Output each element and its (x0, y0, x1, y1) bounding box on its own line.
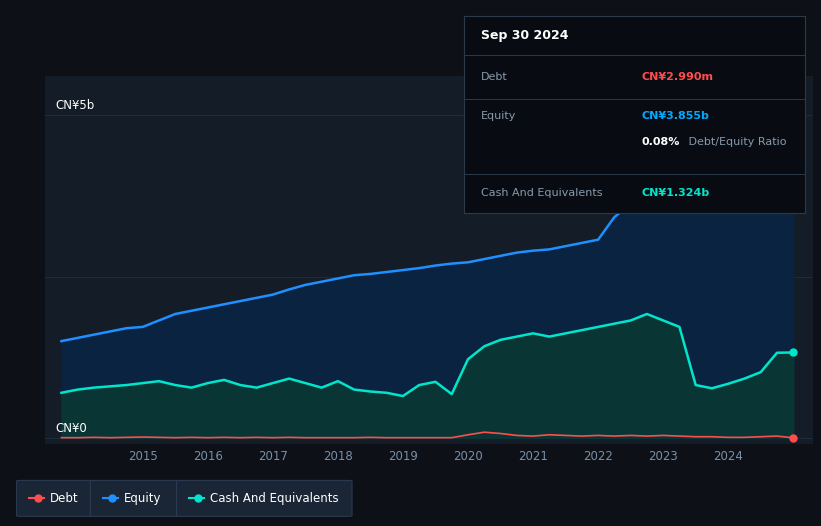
Text: CN¥5b: CN¥5b (55, 99, 94, 112)
Text: CN¥1.324b: CN¥1.324b (641, 188, 709, 198)
Text: Cash And Equivalents: Cash And Equivalents (481, 188, 603, 198)
Text: Debt: Debt (50, 492, 79, 505)
FancyBboxPatch shape (90, 480, 183, 517)
Text: CN¥3.855b: CN¥3.855b (641, 112, 709, 122)
Text: Equity: Equity (481, 112, 516, 122)
FancyBboxPatch shape (177, 480, 352, 517)
Text: Equity: Equity (124, 492, 162, 505)
Text: CN¥2.990m: CN¥2.990m (641, 72, 713, 82)
FancyBboxPatch shape (16, 480, 97, 517)
Text: CN¥0: CN¥0 (55, 422, 87, 436)
Text: Sep 30 2024: Sep 30 2024 (481, 29, 568, 42)
Text: Debt: Debt (481, 72, 507, 82)
Text: Cash And Equivalents: Cash And Equivalents (210, 492, 339, 505)
Text: 0.08%: 0.08% (641, 137, 680, 147)
Text: Debt/Equity Ratio: Debt/Equity Ratio (686, 137, 787, 147)
